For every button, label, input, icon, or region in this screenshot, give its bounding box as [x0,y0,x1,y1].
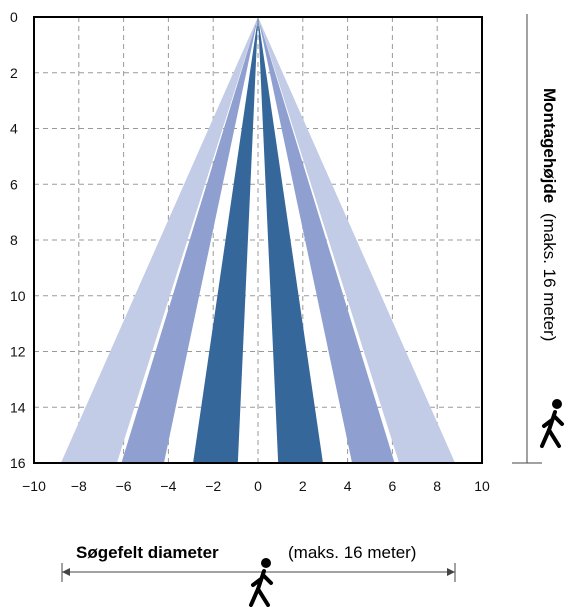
x-tick-label: 2 [299,478,307,494]
y-tick-label: 14 [10,399,26,415]
x-tick-label: −6 [116,478,132,494]
plot-frame [33,16,483,464]
x-tick-label: 6 [389,478,397,494]
x-axis-label-bold: Søgefelt diameter [76,543,219,562]
y-axis-label-bold: Montagehøjde [540,88,559,203]
y-axis-label: Montagehøjde (maks. 16 meter) [540,88,559,341]
y-tick-label: 10 [10,288,26,304]
beam-area-1-right [258,17,395,463]
y-tick-label: 6 [10,176,18,192]
y-tick-label: 0 [10,9,18,25]
x-tick-label: 8 [433,478,441,494]
y-tick-label: 2 [10,65,18,81]
height-dimension: Montagehøjde (maks. 16 meter) [512,14,564,464]
beam-area-0-right [258,17,456,463]
beam-area-0-left [60,17,258,463]
y-tick-label: 8 [10,232,18,248]
x-tick-labels: −10 −8 −6 −4 −2 0 2 4 6 8 10 [22,478,490,494]
beam-area-2-right [258,17,323,463]
walking-person-icon [249,558,273,607]
y-axis-label-rest: (maks. 16 meter) [540,213,559,341]
x-tick-label: −10 [22,478,46,494]
x-tick-label: 10 [474,478,490,494]
diameter-dimension: Søgefelt diameter (maks. 16 meter) [61,543,456,607]
x-tick-label: −2 [205,478,221,494]
x-tick-label: −8 [71,478,87,494]
beam-area-1-left [121,17,258,463]
beam-area-2-left [193,17,258,463]
x-tick-label: 0 [254,478,262,494]
x-axis-label-rest: (maks. 16 meter) [288,543,416,562]
y-tick-labels: 0 2 4 6 8 10 12 14 16 [10,9,26,471]
y-tick-label: 4 [10,121,18,137]
y-tick-label: 12 [10,344,26,360]
x-tick-label: −4 [160,478,176,494]
beam-areas [60,17,456,463]
walking-person-icon [540,399,564,448]
x-tick-label: 4 [344,478,352,494]
y-tick-label: 16 [10,455,26,471]
